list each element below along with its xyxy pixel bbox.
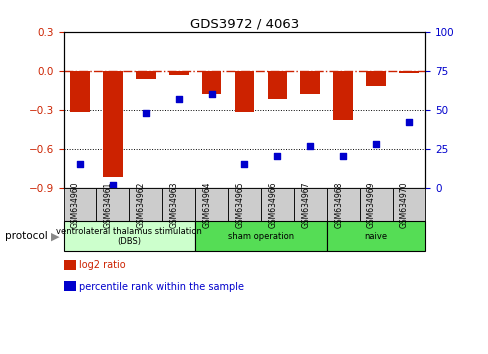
Text: GSM634965: GSM634965 — [235, 181, 244, 228]
Text: ▶: ▶ — [51, 231, 60, 241]
Text: log2 ratio: log2 ratio — [79, 261, 125, 270]
Bar — [267, 71, 286, 99]
Text: GSM634961: GSM634961 — [104, 181, 113, 228]
Bar — [168, 71, 188, 75]
Point — [339, 154, 346, 159]
Text: GSM634968: GSM634968 — [333, 181, 343, 228]
Title: GDS3972 / 4063: GDS3972 / 4063 — [189, 18, 299, 31]
Point — [240, 161, 248, 167]
Bar — [70, 71, 90, 112]
Text: GSM634962: GSM634962 — [137, 181, 145, 228]
Text: GSM634967: GSM634967 — [301, 181, 310, 228]
Text: GSM634966: GSM634966 — [268, 181, 277, 228]
Bar — [333, 71, 352, 120]
Text: GSM634969: GSM634969 — [366, 181, 375, 228]
Text: sham operation: sham operation — [227, 232, 293, 241]
Point — [273, 154, 281, 159]
Bar — [136, 71, 155, 79]
Point — [207, 91, 215, 97]
Text: protocol: protocol — [5, 231, 47, 241]
Bar — [300, 71, 320, 94]
Text: GSM634963: GSM634963 — [169, 181, 178, 228]
Text: ventrolateral thalamus stimulation
(DBS): ventrolateral thalamus stimulation (DBS) — [56, 227, 202, 246]
Bar — [366, 71, 385, 86]
Text: percentile rank within the sample: percentile rank within the sample — [79, 282, 244, 292]
Point — [306, 143, 314, 148]
Point — [142, 110, 149, 116]
Text: GSM634960: GSM634960 — [71, 181, 80, 228]
Point — [371, 141, 379, 147]
Bar — [103, 71, 122, 177]
Point — [174, 96, 182, 102]
Text: GSM634964: GSM634964 — [202, 181, 211, 228]
Bar — [202, 71, 221, 94]
Text: naive: naive — [364, 232, 387, 241]
Bar — [398, 71, 418, 73]
Text: GSM634970: GSM634970 — [399, 181, 408, 228]
Bar — [234, 71, 254, 112]
Point — [404, 119, 412, 125]
Point — [109, 182, 117, 187]
Point — [76, 161, 84, 167]
